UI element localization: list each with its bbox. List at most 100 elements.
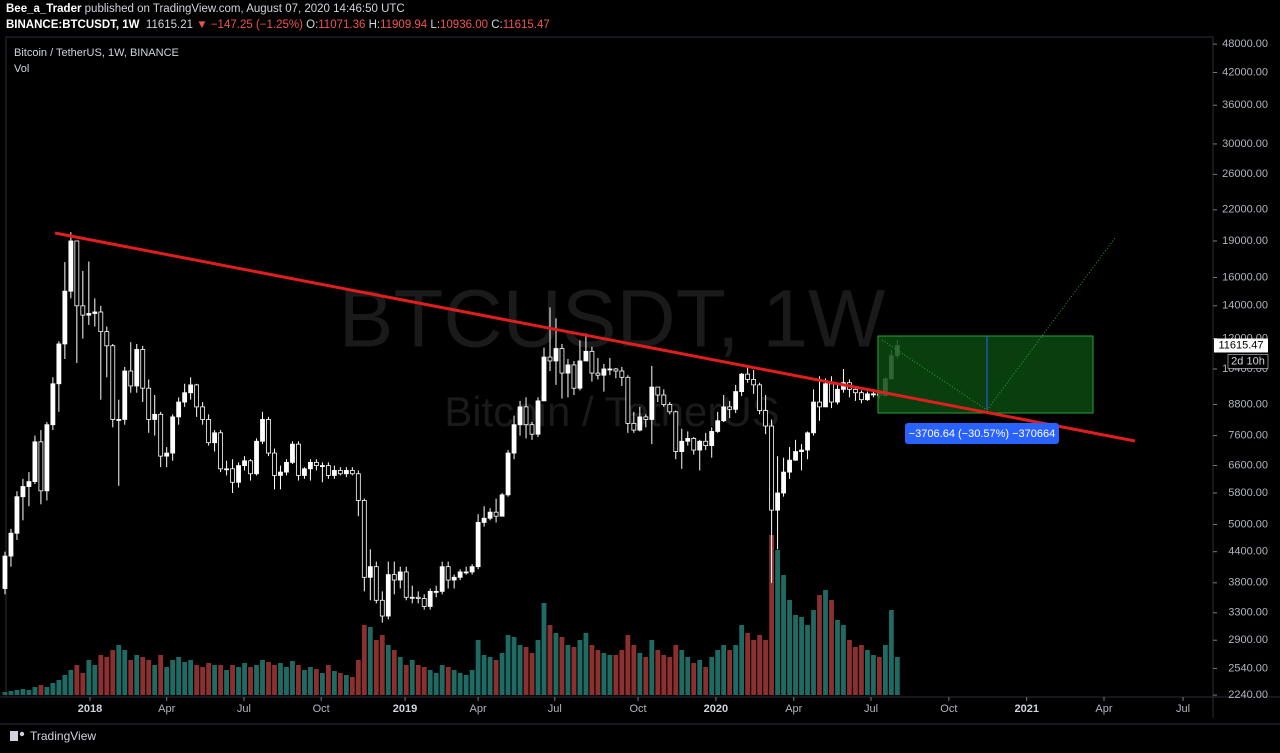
volume-bar — [337, 673, 343, 695]
candle-body — [667, 404, 673, 413]
candle-body — [751, 379, 757, 386]
candle-body — [553, 348, 559, 362]
candle-body — [254, 440, 259, 475]
ohlc-key: L: — [430, 19, 441, 31]
candle-body — [110, 345, 116, 420]
y-tick-label: 26000.00 — [1222, 168, 1268, 180]
candle-body — [242, 460, 247, 466]
volume-bar — [62, 675, 68, 695]
candle-body — [86, 313, 92, 316]
volume-bar — [601, 653, 607, 695]
volume-bar — [266, 662, 271, 695]
brand[interactable]: TradingView — [30, 729, 96, 743]
volume-bar — [865, 650, 870, 695]
volume-bar — [888, 610, 894, 695]
price: 11615.21 — [145, 19, 194, 31]
candle-body — [50, 383, 56, 426]
volume-bar — [38, 685, 44, 695]
candle-body — [385, 574, 391, 617]
volume-bar — [218, 665, 223, 695]
ohlc-key: H: — [368, 19, 381, 31]
x-tick-label: Apr — [785, 703, 802, 715]
candle-body — [637, 416, 643, 431]
candle-body — [769, 425, 774, 511]
volume-bar — [98, 655, 104, 695]
candle-body — [835, 388, 840, 403]
volume-bar — [56, 680, 62, 695]
x-tick-label: Apr — [470, 703, 487, 715]
ohlc-value: 10936.00 — [440, 19, 488, 31]
volume-bar — [547, 625, 553, 695]
volume-bar — [355, 660, 361, 695]
volume-bar — [475, 640, 481, 695]
countdown: 2d 10h — [1231, 355, 1265, 367]
watermark: BTCUSDT, 1W — [339, 274, 886, 365]
volume-bar — [871, 655, 876, 695]
volume-bar — [775, 550, 780, 695]
candle-body — [146, 387, 152, 420]
candle-body — [511, 424, 517, 454]
candle-body — [331, 470, 337, 476]
volume-bar — [236, 667, 241, 695]
candle-body — [397, 571, 403, 581]
candle-body — [457, 571, 463, 578]
volume-bar — [595, 650, 601, 695]
candle-body — [278, 471, 283, 476]
volume-bar — [882, 645, 888, 695]
volume-bar — [92, 665, 98, 695]
volume-bar — [523, 647, 529, 695]
candle-body — [643, 416, 649, 420]
axes: 48000.00 42000.00 36000.00 30000.00 26000.00… — [78, 38, 1269, 715]
volume-bar — [134, 655, 140, 695]
measure-box[interactable] — [877, 335, 1094, 414]
candle-body — [260, 419, 265, 442]
volume-bar — [535, 640, 541, 695]
volume-bar — [661, 655, 667, 695]
volume-bar — [703, 667, 709, 695]
ohlc-value: 11909.94 — [380, 19, 428, 31]
candle-body — [439, 566, 445, 592]
y-tick-label: 7600.00 — [1228, 430, 1268, 442]
candle-body — [817, 401, 822, 408]
candle-body — [541, 356, 547, 402]
x-tick-label: Apr — [1095, 703, 1112, 715]
volume-bar — [589, 645, 595, 695]
author[interactable]: Bee_a_Trader — [6, 3, 82, 15]
volume-bar — [302, 670, 307, 695]
volume-bar — [361, 625, 367, 695]
volume-bar — [799, 617, 804, 695]
y-tick-label: 36000.00 — [1222, 99, 1268, 111]
volume-bar — [559, 637, 565, 695]
candle-body — [763, 410, 769, 427]
measure-label-box — [905, 423, 1059, 444]
candle-body — [403, 571, 409, 598]
candle-body — [314, 461, 319, 466]
candle-body — [787, 459, 792, 473]
volume-bar — [691, 663, 697, 695]
candle-body — [194, 384, 200, 408]
volume-bar — [811, 610, 816, 695]
candle-body — [116, 419, 122, 421]
candle-body — [128, 370, 134, 387]
volume-bar — [349, 677, 355, 695]
volume-bar — [733, 645, 739, 695]
x-tick-label: 2020 — [704, 703, 728, 715]
trend-line[interactable] — [54, 231, 1136, 443]
volume-bar — [385, 645, 391, 695]
candle-body — [685, 438, 691, 442]
volume-bar — [529, 653, 535, 695]
y-tick-label: 14000.00 — [1222, 300, 1268, 312]
volume-bar — [254, 665, 259, 695]
candle-body — [236, 465, 241, 483]
y-tick-label: 19000.00 — [1222, 235, 1268, 247]
candle-body — [134, 349, 140, 387]
candle-body — [625, 376, 631, 424]
candle-body — [679, 440, 685, 452]
candle-body — [775, 492, 780, 511]
candle-body — [170, 416, 176, 454]
candle-body — [62, 290, 68, 345]
volume-bar — [709, 657, 715, 695]
candle-body — [218, 432, 223, 470]
volume-bar — [272, 665, 277, 695]
